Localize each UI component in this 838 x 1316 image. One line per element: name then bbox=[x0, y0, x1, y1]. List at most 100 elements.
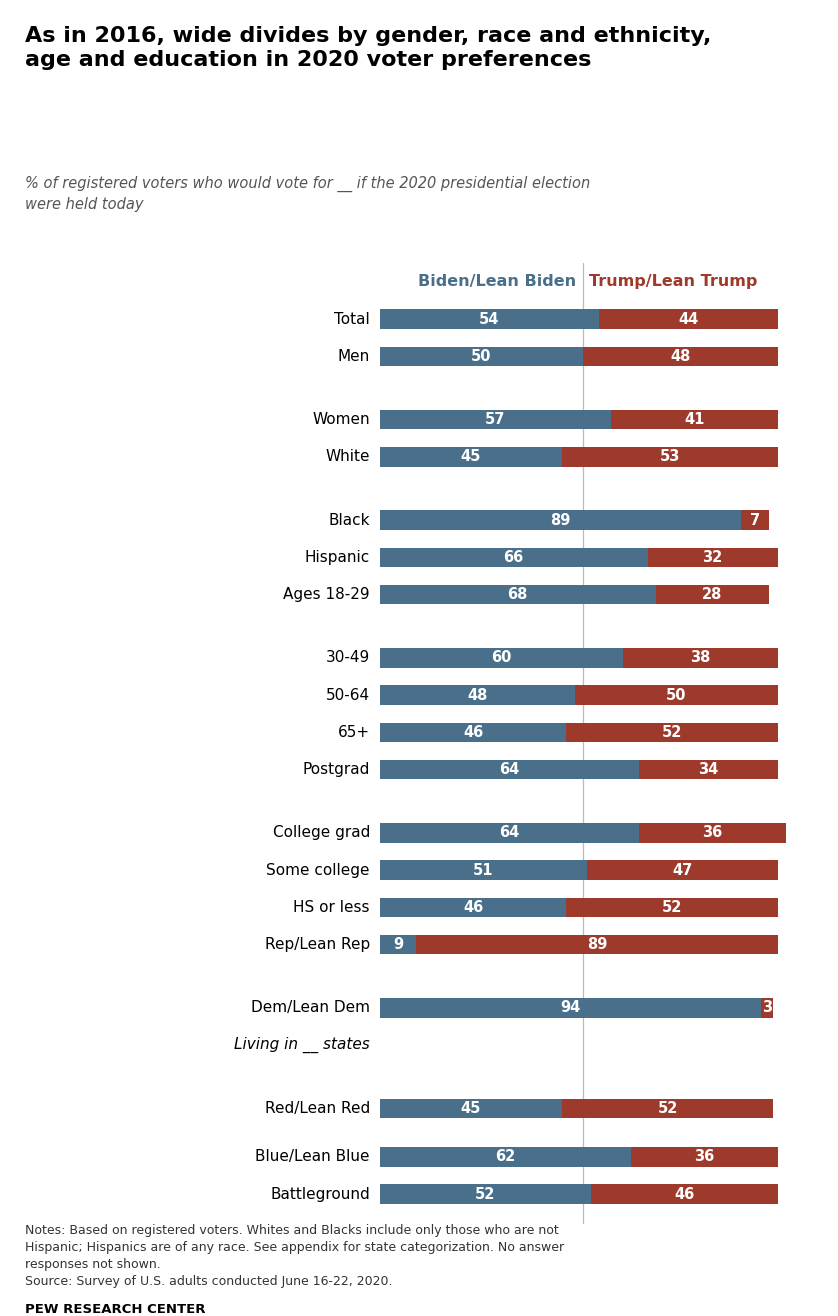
Text: 47: 47 bbox=[672, 863, 692, 878]
Text: 36: 36 bbox=[702, 825, 722, 841]
Bar bbox=[380, 346, 582, 366]
Bar bbox=[380, 759, 639, 779]
Bar bbox=[380, 934, 416, 954]
Bar bbox=[380, 722, 566, 742]
Text: 54: 54 bbox=[479, 312, 499, 326]
Text: Men: Men bbox=[338, 349, 370, 363]
Text: Ages 18-29: Ages 18-29 bbox=[283, 587, 370, 603]
Text: 41: 41 bbox=[684, 412, 705, 428]
Bar bbox=[648, 547, 778, 567]
Bar bbox=[380, 649, 623, 667]
Text: 46: 46 bbox=[674, 1187, 694, 1202]
Text: 52: 52 bbox=[475, 1187, 495, 1202]
Text: 89: 89 bbox=[551, 513, 571, 528]
Text: 38: 38 bbox=[691, 650, 711, 666]
Bar bbox=[380, 1148, 631, 1166]
Text: 50: 50 bbox=[665, 688, 686, 703]
Bar bbox=[741, 511, 769, 530]
Bar bbox=[380, 547, 648, 567]
Text: 3: 3 bbox=[763, 1000, 773, 1016]
Text: % of registered voters who would vote for __ if the 2020 presidential election
w: % of registered voters who would vote fo… bbox=[25, 176, 591, 212]
Text: 28: 28 bbox=[702, 587, 722, 603]
Bar bbox=[380, 999, 761, 1017]
Bar bbox=[587, 861, 778, 880]
Text: 57: 57 bbox=[485, 412, 505, 428]
Text: Hispanic: Hispanic bbox=[305, 550, 370, 565]
Text: 46: 46 bbox=[463, 900, 484, 915]
Bar bbox=[566, 898, 778, 917]
Text: 62: 62 bbox=[495, 1149, 515, 1165]
Text: 64: 64 bbox=[499, 762, 520, 778]
Bar bbox=[582, 346, 778, 366]
Bar bbox=[562, 447, 778, 466]
Bar bbox=[380, 898, 566, 917]
Text: 36: 36 bbox=[695, 1149, 715, 1165]
Text: 45: 45 bbox=[461, 1101, 481, 1116]
Text: Trump/Lean Trump: Trump/Lean Trump bbox=[589, 274, 758, 290]
Bar bbox=[380, 686, 575, 705]
Text: 51: 51 bbox=[473, 863, 494, 878]
Text: 66: 66 bbox=[504, 550, 524, 565]
Text: Notes: Based on registered voters. Whites and Blacks include only those who are : Notes: Based on registered voters. White… bbox=[25, 1224, 564, 1288]
Text: 45: 45 bbox=[461, 449, 481, 465]
Text: 48: 48 bbox=[467, 688, 488, 703]
Text: 94: 94 bbox=[561, 1000, 581, 1016]
Bar bbox=[761, 999, 773, 1017]
Bar bbox=[380, 309, 599, 329]
Text: 89: 89 bbox=[587, 937, 607, 951]
Text: 60: 60 bbox=[491, 650, 512, 666]
Text: 52: 52 bbox=[658, 1101, 678, 1116]
Text: Postgrad: Postgrad bbox=[303, 762, 370, 778]
Text: 65+: 65+ bbox=[338, 725, 370, 740]
Text: Biden/Lean Biden: Biden/Lean Biden bbox=[418, 274, 577, 290]
Text: 52: 52 bbox=[662, 725, 682, 740]
Text: 46: 46 bbox=[463, 725, 484, 740]
Bar bbox=[599, 309, 778, 329]
Text: 9: 9 bbox=[393, 937, 403, 951]
Bar bbox=[380, 447, 562, 466]
Text: HS or less: HS or less bbox=[293, 900, 370, 915]
Text: 50: 50 bbox=[471, 349, 491, 363]
Text: Some college: Some college bbox=[266, 863, 370, 878]
Text: 30-49: 30-49 bbox=[326, 650, 370, 666]
Text: 48: 48 bbox=[670, 349, 691, 363]
Text: 53: 53 bbox=[660, 449, 680, 465]
Bar bbox=[380, 511, 741, 530]
Text: Black: Black bbox=[328, 513, 370, 528]
Bar bbox=[656, 584, 769, 604]
Bar bbox=[631, 1148, 778, 1166]
Text: 52: 52 bbox=[662, 900, 682, 915]
Bar bbox=[562, 1099, 773, 1119]
Text: White: White bbox=[325, 449, 370, 465]
Bar bbox=[639, 759, 778, 779]
Text: 32: 32 bbox=[702, 550, 722, 565]
Bar bbox=[380, 1184, 591, 1204]
Bar bbox=[380, 824, 639, 842]
Text: Battleground: Battleground bbox=[270, 1187, 370, 1202]
Bar bbox=[623, 649, 778, 667]
Text: Blue/Lean Blue: Blue/Lean Blue bbox=[256, 1149, 370, 1165]
Bar bbox=[380, 1099, 562, 1119]
Text: Rep/Lean Rep: Rep/Lean Rep bbox=[265, 937, 370, 951]
Text: Dem/Lean Dem: Dem/Lean Dem bbox=[251, 1000, 370, 1016]
Bar bbox=[380, 584, 656, 604]
Bar bbox=[591, 1184, 778, 1204]
Bar bbox=[566, 722, 778, 742]
Text: College grad: College grad bbox=[272, 825, 370, 841]
Bar bbox=[575, 686, 778, 705]
Bar bbox=[639, 824, 786, 842]
Bar bbox=[611, 409, 778, 429]
Text: 64: 64 bbox=[499, 825, 520, 841]
Text: Red/Lean Red: Red/Lean Red bbox=[265, 1101, 370, 1116]
Text: 44: 44 bbox=[678, 312, 698, 326]
Text: 7: 7 bbox=[750, 513, 760, 528]
Bar bbox=[380, 861, 587, 880]
Text: Women: Women bbox=[313, 412, 370, 428]
Text: 68: 68 bbox=[508, 587, 528, 603]
Bar bbox=[380, 409, 611, 429]
Text: As in 2016, wide divides by gender, race and ethnicity,
age and education in 202: As in 2016, wide divides by gender, race… bbox=[25, 26, 711, 71]
Bar bbox=[416, 934, 778, 954]
Text: PEW RESEARCH CENTER: PEW RESEARCH CENTER bbox=[25, 1303, 205, 1316]
Text: 50-64: 50-64 bbox=[326, 688, 370, 703]
Text: 34: 34 bbox=[698, 762, 719, 778]
